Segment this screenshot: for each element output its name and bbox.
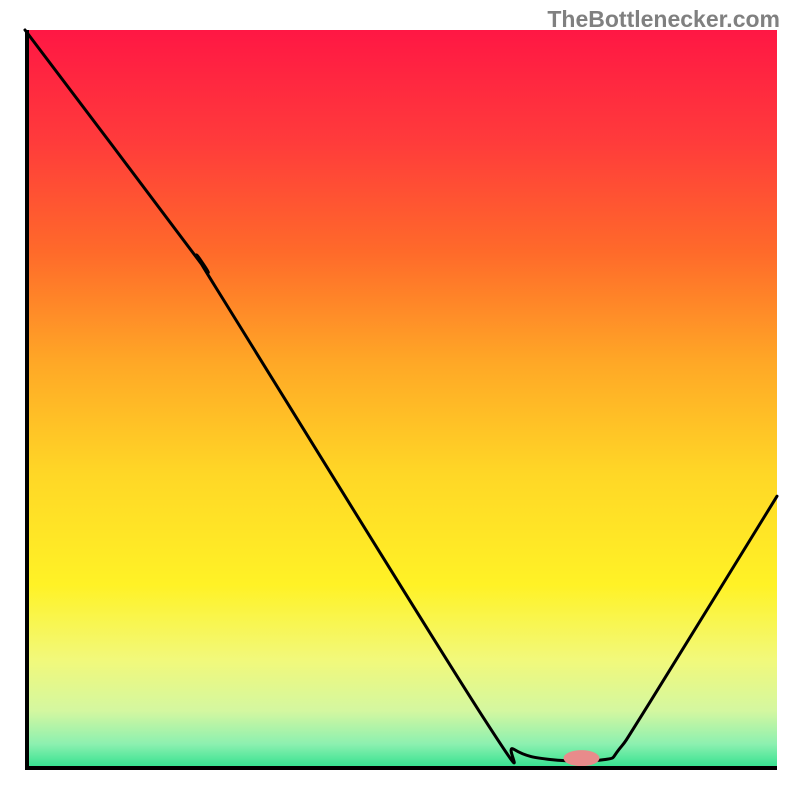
gradient-background bbox=[25, 30, 777, 770]
optimal-marker bbox=[563, 750, 599, 766]
chart-container: { "watermark": { "text": "TheBottlenecke… bbox=[0, 0, 800, 800]
watermark-text: TheBottlenecker.com bbox=[547, 6, 780, 33]
chart-svg bbox=[0, 0, 800, 800]
